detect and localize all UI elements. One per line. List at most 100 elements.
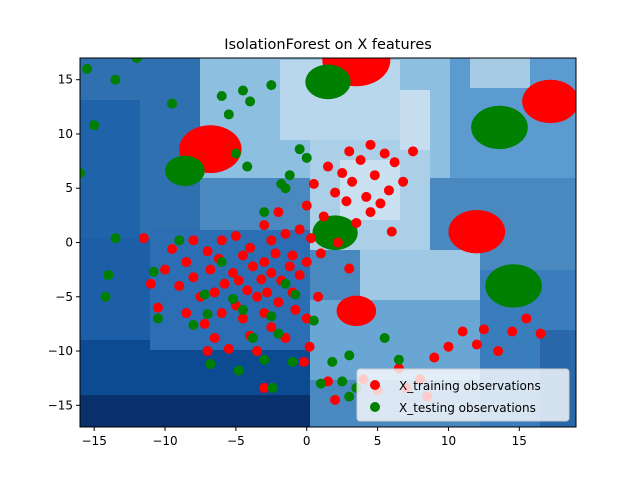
y-tick-label: −15: [48, 398, 73, 412]
point-training-32: [252, 291, 263, 302]
point-testing-4: [80, 168, 85, 179]
point-training-76: [361, 191, 372, 202]
point-testing-1: [110, 74, 121, 85]
chart-title: IsolationForest on X features: [224, 37, 432, 53]
point-training-53: [294, 270, 305, 281]
point-testing-3: [167, 98, 178, 109]
y-axis-ticks: −15 −10 −5 0 5 10 15: [48, 73, 80, 412]
point-training-101: [330, 394, 341, 405]
point-testing-46: [266, 80, 277, 91]
point-testing-35: [294, 144, 305, 155]
point-testing-33: [287, 356, 298, 367]
point-training-4: [167, 244, 178, 255]
legend-marker-training: [370, 380, 380, 390]
point-training-94: [457, 326, 468, 337]
scatter-points: [80, 58, 546, 405]
x-tick-label: 0: [303, 434, 311, 448]
y-tick-label: −5: [55, 290, 73, 304]
point-training-22: [228, 267, 239, 278]
point-testing-48: [301, 152, 312, 163]
point-training-11: [199, 318, 210, 329]
point-training-39: [266, 235, 277, 246]
point-training-43: [273, 297, 284, 308]
point-training-84: [386, 226, 397, 237]
x-tick-label: 15: [512, 434, 527, 448]
point-training-97: [493, 346, 504, 357]
point-testing-26: [266, 311, 277, 322]
point-training-6: [181, 257, 192, 268]
point-training-0: [138, 233, 149, 244]
point-training-44: [273, 207, 284, 218]
point-testing-6: [110, 233, 121, 244]
point-testing-20: [233, 365, 244, 376]
point-training-19: [216, 308, 227, 319]
x-tick-label: −5: [227, 434, 245, 448]
point-training-41: [266, 322, 277, 333]
point-training-56: [301, 257, 312, 268]
point-training-36: [259, 257, 270, 268]
point-training-70: [344, 263, 355, 274]
point-training-65: [330, 187, 341, 198]
point-training-96: [478, 324, 489, 335]
point-training-77: [365, 139, 376, 150]
y-tick-label: 5: [65, 181, 73, 195]
x-tick-label: −10: [152, 434, 177, 448]
point-training-71: [347, 176, 358, 187]
point-testing-31: [280, 183, 291, 194]
point-training-51: [290, 304, 301, 315]
point-testing-34: [290, 289, 301, 300]
point-training-62: [318, 211, 329, 222]
outlier-cluster-9: [485, 264, 542, 308]
point-training-81: [375, 198, 386, 209]
point-training-61: [315, 248, 326, 259]
point-testing-42: [379, 333, 390, 344]
y-tick-label: 0: [65, 236, 73, 250]
point-training-25: [233, 275, 244, 286]
point-testing-43: [393, 354, 404, 365]
point-training-82: [379, 148, 390, 159]
point-testing-28: [273, 328, 284, 339]
point-training-58: [305, 233, 316, 244]
point-training-9: [188, 272, 199, 283]
point-training-54: [298, 356, 309, 367]
point-training-2: [152, 302, 163, 313]
point-testing-47: [216, 90, 227, 101]
point-testing-37: [315, 378, 326, 389]
y-tick-label: 15: [58, 73, 73, 87]
point-training-38: [262, 287, 273, 298]
point-training-89: [408, 146, 419, 157]
point-training-79: [369, 170, 380, 181]
point-testing-25: [259, 354, 270, 365]
point-training-14: [205, 264, 216, 275]
point-testing-15: [205, 359, 216, 370]
point-training-1: [145, 278, 156, 289]
point-training-35: [259, 220, 270, 231]
point-testing-30: [280, 278, 291, 289]
outlier-cluster-8: [312, 215, 358, 251]
point-training-7: [181, 308, 192, 319]
point-testing-7: [103, 270, 114, 281]
y-tick-label: −10: [48, 344, 73, 358]
point-testing-5: [89, 120, 100, 131]
point-training-98: [507, 326, 518, 337]
point-training-33: [252, 346, 263, 357]
point-training-100: [535, 328, 546, 339]
point-training-73: [351, 306, 362, 317]
outlier-cluster-3: [448, 209, 506, 254]
point-testing-40: [344, 350, 355, 361]
point-training-92: [429, 352, 440, 363]
point-training-29: [245, 242, 256, 253]
point-training-103: [304, 341, 315, 352]
point-testing-18: [223, 109, 234, 120]
point-training-26: [237, 250, 248, 261]
point-testing-39: [337, 376, 348, 387]
outlier-cluster-7: [471, 105, 528, 150]
point-testing-21: [237, 304, 248, 315]
point-training-13: [202, 346, 213, 357]
point-training-31: [247, 261, 258, 272]
point-training-93: [443, 341, 454, 352]
y-tick-label: 10: [58, 127, 73, 141]
point-testing-17: [230, 148, 241, 159]
point-training-18: [216, 235, 227, 246]
point-training-55: [301, 200, 312, 211]
